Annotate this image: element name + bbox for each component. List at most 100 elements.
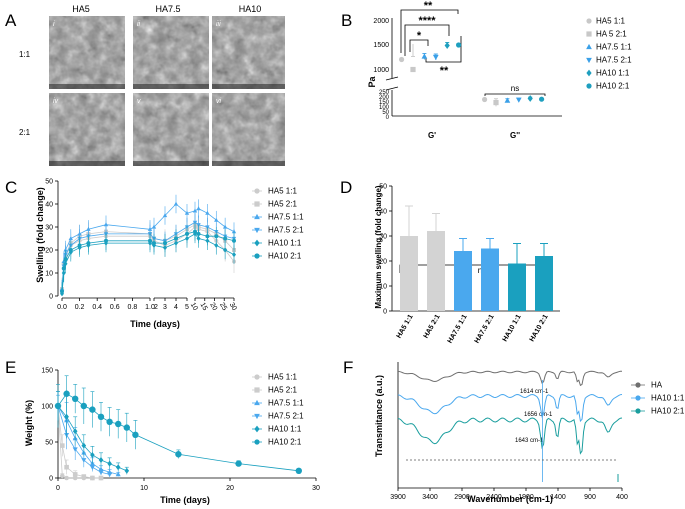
data-point [205, 234, 210, 239]
panel-b: B Pa 2000 1500 1000 250 200 150 100 50 0… [341, 0, 632, 140]
legend-marker [254, 399, 260, 406]
legend-marker [586, 31, 592, 37]
x-tick-label: HA10 2:1 [529, 313, 550, 343]
legend-marker [635, 408, 641, 414]
legend-label: HA10 1:1 [268, 425, 302, 434]
panel-f: F Transmitance (a.u.) Wavenumber (cm-1) … [343, 358, 685, 504]
x-tick-label: 15 [198, 302, 208, 312]
sem-info-bar [49, 84, 125, 89]
y-tick-label: 1500 [373, 42, 389, 49]
legend-label: HA10 1:1 [596, 69, 630, 78]
legend-marker [254, 253, 260, 259]
legend-marker [254, 439, 260, 445]
x-axis-label: Time (days) [160, 495, 210, 505]
sem-image-texture [212, 93, 285, 166]
legend-label: HA5 1:1 [268, 373, 297, 382]
x-tick-label: 3900 [390, 494, 406, 501]
legend-marker [254, 387, 260, 393]
data-point [174, 236, 178, 241]
y-tick-label: 0 [49, 476, 53, 483]
legend-label: HA7.5 1:1 [268, 213, 304, 222]
significance-bracket [409, 39, 429, 52]
data-point [63, 390, 70, 397]
y-tick-label: 0 [383, 309, 387, 316]
axis-break [385, 86, 399, 91]
legend-marker [586, 43, 592, 50]
data-point [432, 54, 439, 61]
data-point [106, 418, 113, 426]
data-point [64, 413, 69, 420]
significance-label: ** [440, 65, 449, 77]
bar [400, 236, 418, 311]
panel-letter: A [5, 11, 17, 30]
y-tick-label: 30 [379, 234, 387, 241]
x-tick-label: 2 [154, 304, 158, 311]
series-line [57, 405, 119, 475]
data-point [504, 97, 511, 103]
series-line [61, 233, 235, 294]
x-tick-label: 30 [312, 485, 320, 492]
data-point [493, 99, 499, 106]
data-point [151, 224, 157, 229]
data-point [232, 238, 236, 243]
data-point [72, 428, 78, 435]
sem-info-bar [133, 84, 209, 89]
y-tick-label: 2000 [373, 18, 389, 25]
panel-letter: C [5, 178, 17, 197]
data-point [152, 241, 156, 246]
legend-label: HA7.5 1:1 [596, 43, 632, 52]
legend-label: HA 5 2:1 [596, 30, 627, 39]
legend-marker [254, 188, 260, 194]
x-tick-label: HA10 1:1 [502, 313, 523, 343]
legend-label: HA10 1:1 [651, 394, 685, 403]
data-point [235, 460, 242, 467]
data-point [97, 413, 105, 420]
data-point [193, 229, 197, 234]
x-tick-label: 0.2 [75, 304, 85, 311]
y-axis-label: Pa [367, 76, 377, 88]
row-label: 2:1 [19, 128, 31, 137]
legend-label: HA [651, 381, 663, 390]
y-tick-label: 20 [45, 248, 53, 255]
x-tick-label: 0.4 [92, 304, 102, 311]
y-axis-label: Transmitance (a.u.) [374, 375, 384, 457]
y-tick-label: 30 [45, 225, 53, 232]
x-tick-label: 30 [228, 302, 238, 312]
data-point [205, 210, 210, 215]
x-tick-label: HA5 1:1 [396, 313, 415, 339]
y-tick-label: 0 [386, 115, 390, 121]
legend-label: HA7.5 2:1 [268, 226, 304, 235]
y-tick-label: 0 [49, 294, 53, 301]
data-point [61, 266, 66, 271]
x-tick-label: 3 [163, 304, 167, 311]
data-point [107, 472, 113, 478]
data-point [539, 96, 545, 102]
data-point [410, 66, 416, 73]
annotation: 1614 cm-1 [520, 389, 549, 395]
sem-info-bar [133, 161, 209, 166]
legend-marker [254, 227, 260, 234]
data-point [80, 402, 88, 410]
data-point [214, 217, 219, 222]
data-point [89, 465, 95, 470]
y-tick-label: 200 [379, 95, 390, 101]
legend-label: HA10 2:1 [268, 438, 302, 447]
legend-marker [254, 374, 260, 380]
data-point [132, 431, 139, 438]
significance-bracket [425, 36, 462, 63]
sem-image-texture [49, 16, 125, 89]
series-line [57, 393, 299, 472]
sem-image-texture [133, 93, 209, 166]
data-point [64, 475, 69, 481]
data-point [60, 443, 65, 448]
bar [508, 263, 526, 311]
data-point [515, 97, 522, 103]
x-tick-label: 5 [185, 304, 189, 311]
data-point [223, 236, 228, 241]
data-point [115, 471, 121, 477]
data-point [123, 424, 130, 431]
x-tick-label: 10 [140, 485, 148, 492]
x-axis-label: Wavenumber (cm-1) [467, 494, 553, 504]
annotation: 1643 cm-1 [515, 438, 544, 444]
